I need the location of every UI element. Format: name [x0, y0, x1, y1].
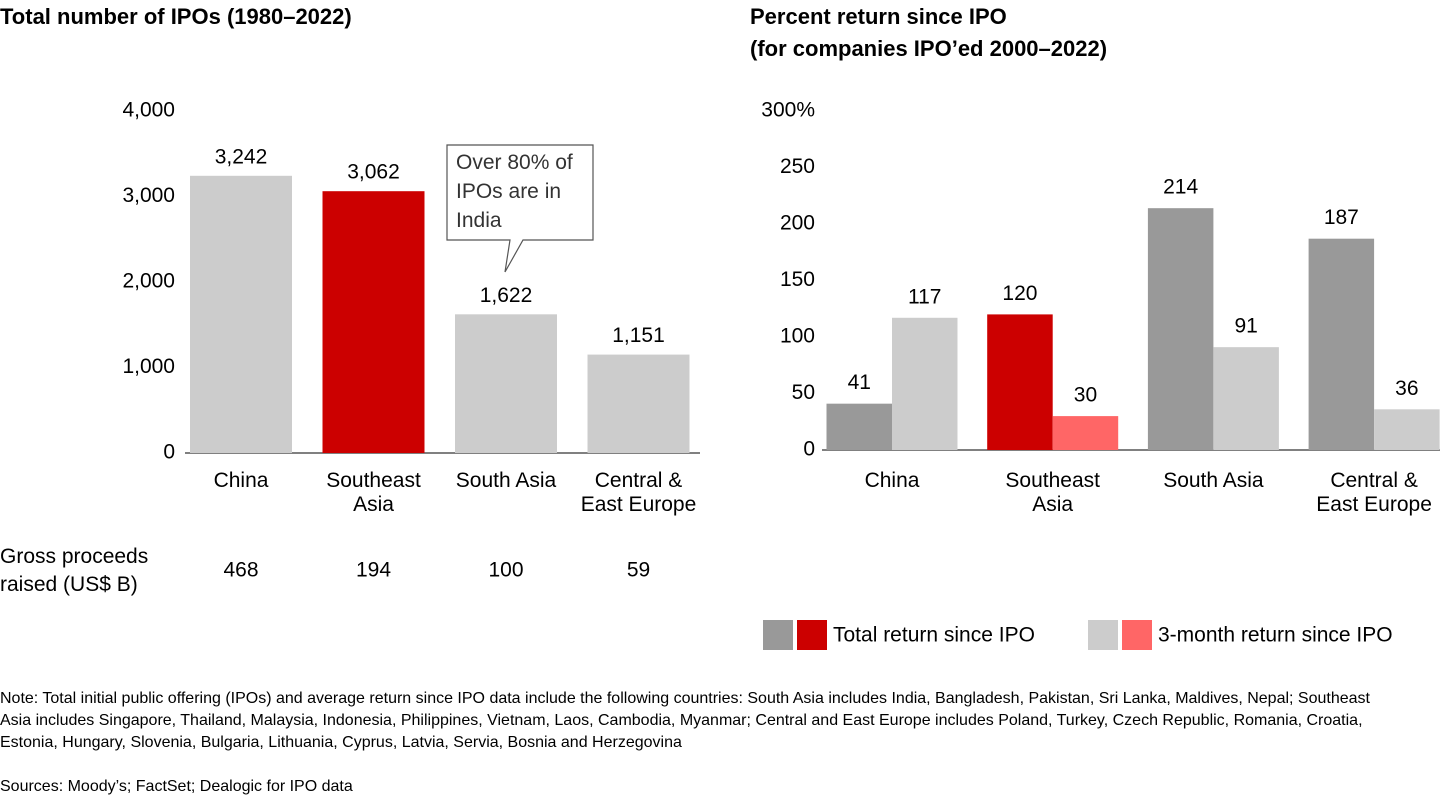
- bar: [1147, 208, 1214, 450]
- chart-title: Percent return since IPO: [750, 4, 1007, 29]
- row-value: 468: [223, 559, 258, 582]
- y-tick-label: 100: [780, 325, 815, 348]
- y-tick-label: 0: [803, 438, 815, 461]
- x-tick-label: Southeast Asia: [326, 469, 421, 516]
- x-tick-label: Central & East Europe: [580, 469, 697, 516]
- y-tick-label: 4,000: [122, 99, 175, 122]
- bar: [1374, 409, 1440, 450]
- y-tick-label: 150: [780, 268, 815, 291]
- row-value: 194: [356, 559, 391, 582]
- row-value: 100: [488, 559, 523, 582]
- legend-label: 3-month return since IPO: [1158, 624, 1393, 647]
- data-label: 1,151: [612, 324, 665, 347]
- chart-subtitle: (for companies IPO’ed 2000–2022): [750, 36, 1108, 61]
- data-label: 41: [848, 371, 871, 394]
- bar: [1052, 416, 1119, 450]
- y-tick-label: 3,000: [122, 184, 175, 207]
- x-tick-label: China: [213, 469, 269, 492]
- bar: [826, 403, 892, 450]
- data-label: 117: [908, 285, 941, 308]
- row-value: 59: [627, 559, 650, 582]
- sources: Sources: Moody’s; FactSet; Dealogic for …: [0, 778, 353, 795]
- x-tick-label: South Asia: [1163, 469, 1264, 492]
- annotation: Over 80% of IPOs are in India: [456, 151, 573, 232]
- bar: [587, 354, 690, 453]
- y-tick-label: 1,000: [122, 355, 175, 378]
- bar: [1308, 238, 1375, 450]
- data-label: 30: [1074, 384, 1097, 407]
- x-tick-label: China: [864, 469, 920, 492]
- legend-swatch: [1088, 620, 1118, 650]
- y-tick-label: 0: [163, 441, 175, 464]
- data-label: 214: [1163, 176, 1198, 199]
- legend-swatch: [1122, 620, 1152, 650]
- callout-box: [446, 144, 594, 273]
- y-tick-label: 250: [780, 155, 815, 178]
- bar: [1213, 347, 1279, 450]
- legend-label: Total return since IPO: [833, 624, 1035, 647]
- data-label: 91: [1234, 315, 1257, 338]
- legend-swatch: [797, 620, 827, 650]
- row-label: Gross proceeds raised (US$ B): [0, 545, 149, 596]
- data-label: 187: [1324, 206, 1359, 229]
- data-label: 3,062: [347, 161, 400, 184]
- y-tick-label: 200: [780, 212, 815, 235]
- bar: [455, 314, 557, 453]
- data-label: 3,242: [215, 145, 268, 168]
- bar: [987, 314, 1053, 450]
- data-label: 36: [1395, 377, 1418, 400]
- note: Note: Total initial public offering (IPO…: [0, 690, 1370, 751]
- x-tick-label: Central & East Europe: [1316, 469, 1432, 516]
- data-label: 120: [1002, 282, 1037, 305]
- bar: [892, 317, 958, 450]
- y-tick-label: 50: [792, 381, 815, 404]
- y-tick-label: 2,000: [122, 270, 175, 293]
- legend-swatch: [763, 620, 793, 650]
- data-label: 1,622: [480, 284, 533, 307]
- chart-title: Total number of IPOs (1980–2022): [0, 4, 352, 29]
- bar: [322, 191, 425, 453]
- x-tick-label: Southeast Asia: [1005, 469, 1100, 516]
- bar: [190, 175, 292, 453]
- x-tick-label: South Asia: [455, 469, 557, 492]
- y-tick-label: 300%: [761, 99, 815, 122]
